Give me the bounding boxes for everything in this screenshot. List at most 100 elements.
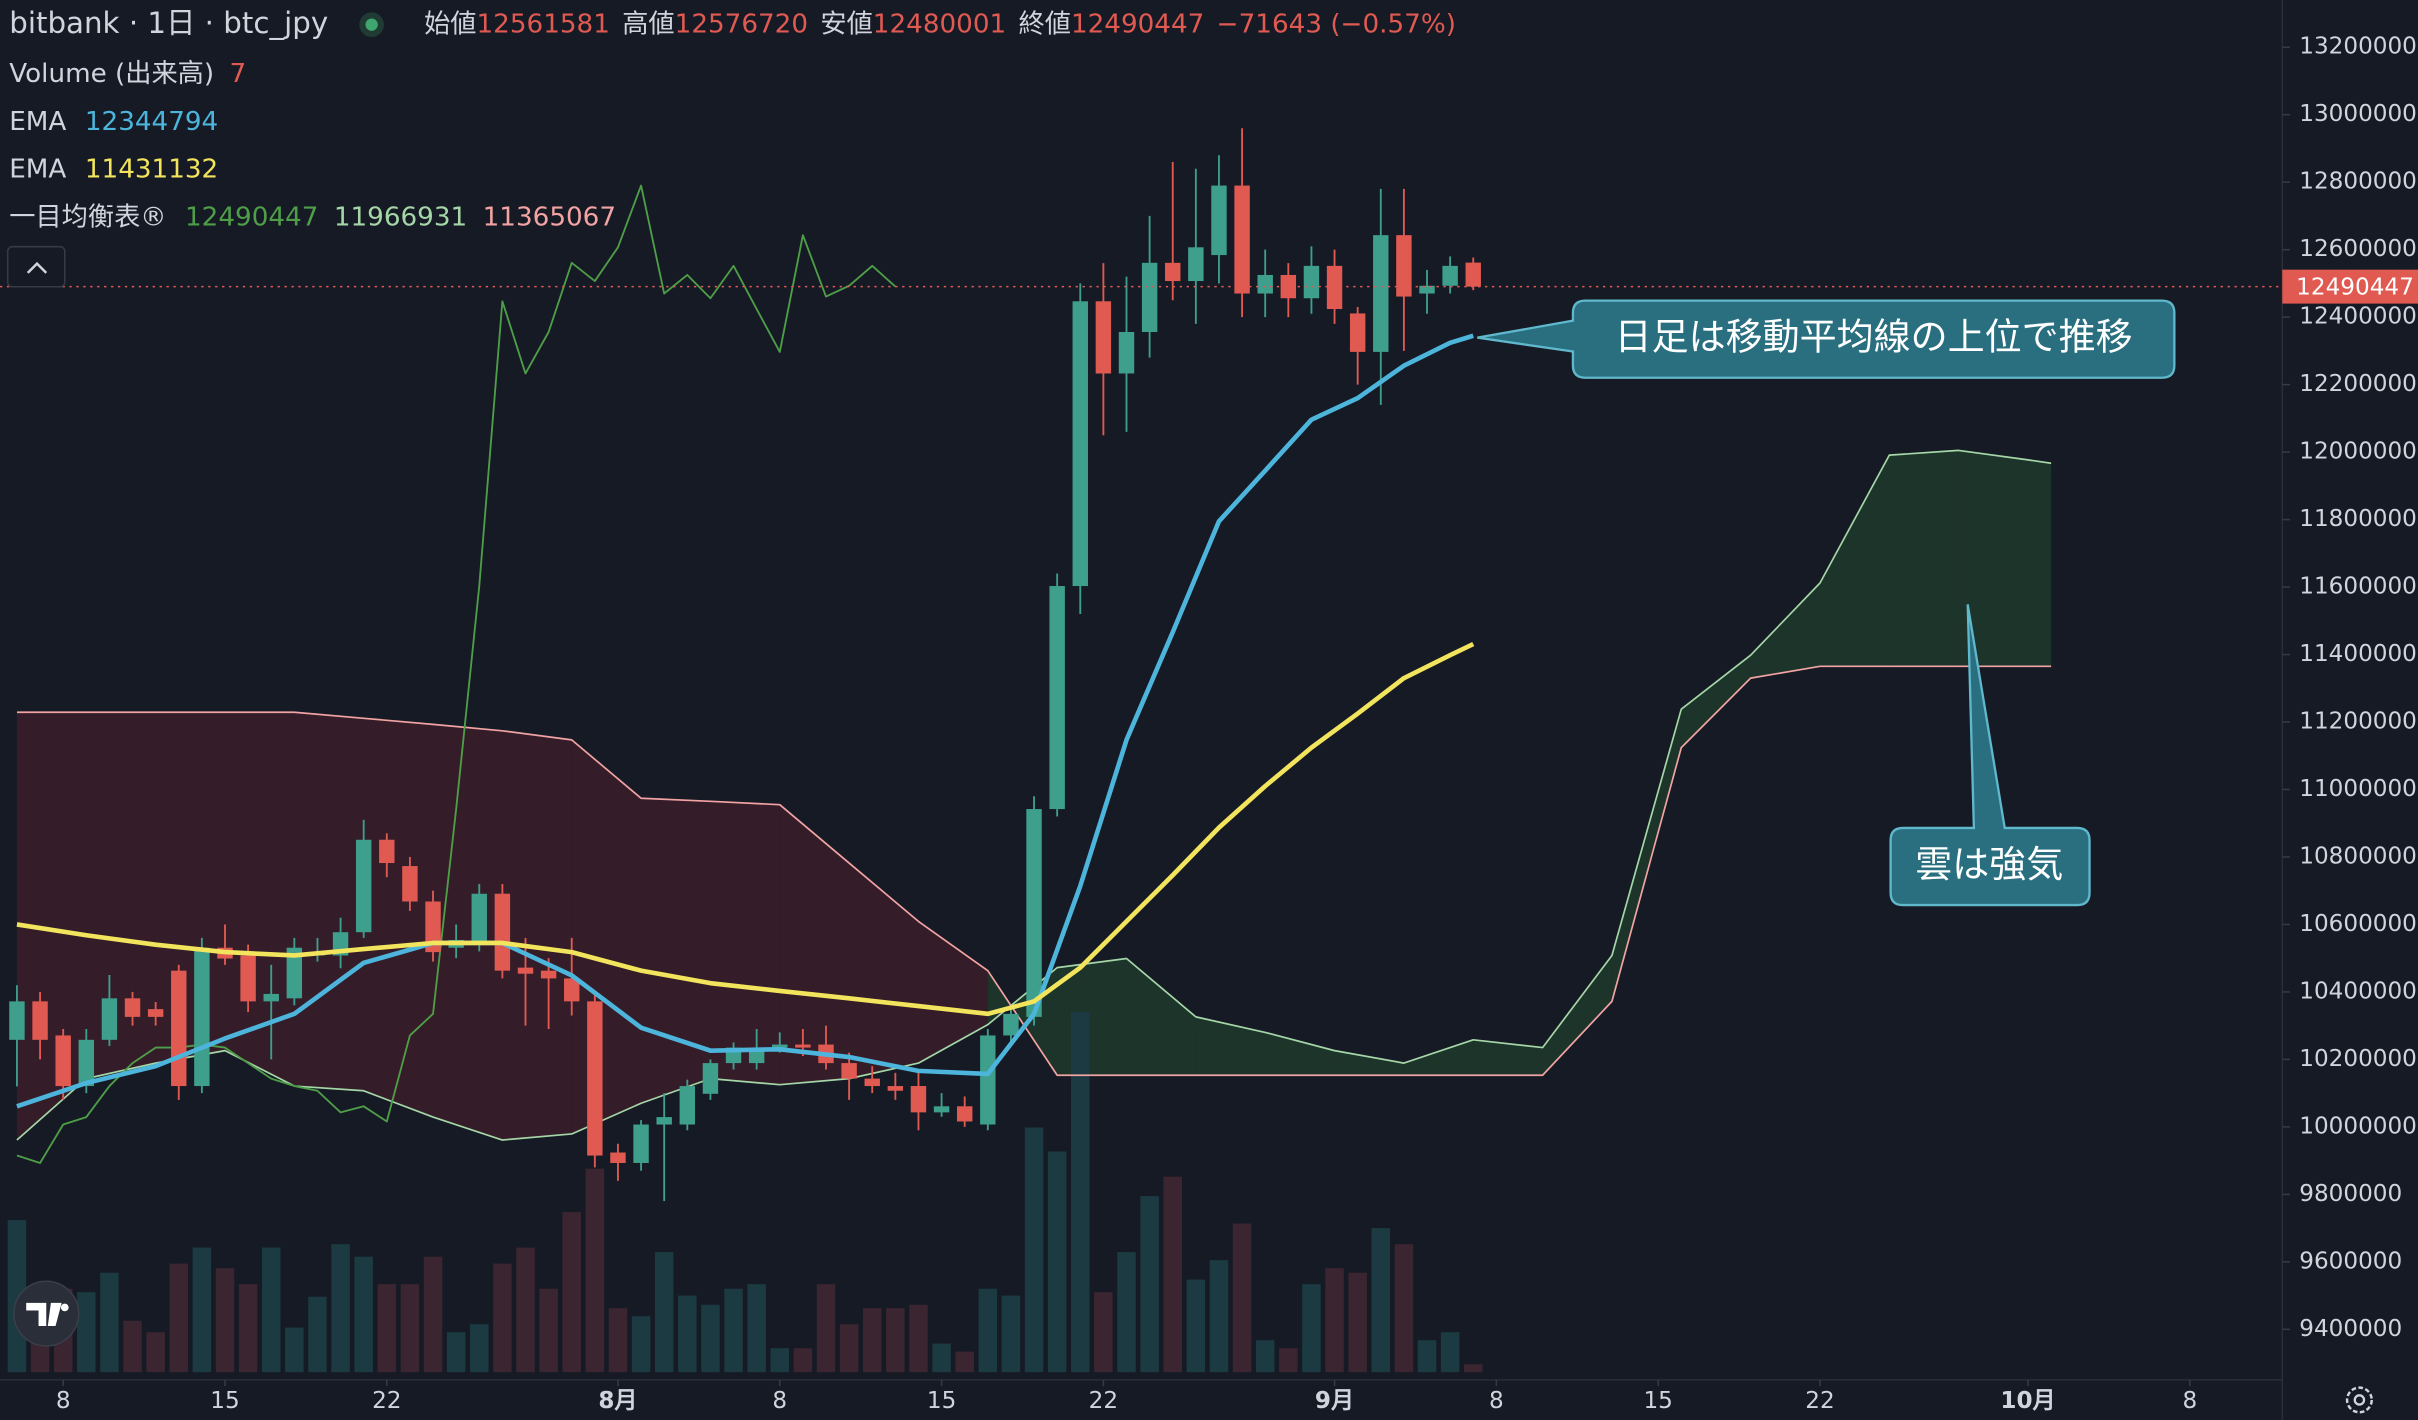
candle-body xyxy=(610,1152,626,1163)
candle-body xyxy=(1396,235,1412,297)
y-tick-label: 13000000 xyxy=(2299,101,2417,127)
legend-name: 一目均衡表® xyxy=(9,202,166,232)
candle-body xyxy=(1188,247,1204,282)
candle-body xyxy=(633,1124,649,1163)
ema-line xyxy=(16,333,1474,1109)
cloud-segment xyxy=(1958,450,2029,667)
volume-bar xyxy=(608,1308,628,1373)
x-tick-label: 22 xyxy=(1089,1388,1118,1414)
legend-name: EMA xyxy=(9,106,66,136)
y-tick-label: 9800000 xyxy=(2299,1181,2402,1207)
y-tick-label: 12400000 xyxy=(2299,304,2417,330)
settings-button[interactable] xyxy=(2345,1386,2373,1414)
x-tick-label: 8 xyxy=(2182,1388,2197,1414)
volume-bar xyxy=(1186,1279,1206,1373)
candle-body xyxy=(980,1035,996,1125)
last-price-box xyxy=(2282,269,2418,304)
candle-body xyxy=(1026,809,1042,1017)
candle-body xyxy=(425,901,441,953)
volume-bar xyxy=(238,1284,258,1373)
y-tick-label: 11600000 xyxy=(2299,574,2417,600)
collapse-button-box[interactable] xyxy=(6,245,66,288)
y-tick-label: 12200000 xyxy=(2299,371,2417,397)
callout-box xyxy=(1477,299,2176,379)
y-tick-label: 10800000 xyxy=(2299,843,2417,869)
logo-dot[interactable] xyxy=(60,1303,69,1312)
candle-body xyxy=(864,1078,880,1087)
volume-bar xyxy=(585,1168,605,1373)
candle-body xyxy=(1234,185,1250,294)
ohlc-label: 始値 xyxy=(424,9,476,39)
ohlc-label: 安値 xyxy=(820,9,872,39)
legend-value: 12344794 xyxy=(85,106,218,136)
gear-outer[interactable] xyxy=(2345,1386,2373,1414)
x-tick-label: 22 xyxy=(1805,1388,1834,1414)
volume-bar xyxy=(909,1304,928,1373)
x-tick-label: 8 xyxy=(56,1388,71,1414)
volume-bar xyxy=(423,1256,443,1373)
candle-body xyxy=(1442,265,1458,286)
ema-legend: EMA 12344794 xyxy=(9,106,218,136)
ohlc-label: 高値 xyxy=(622,9,674,39)
candle-body xyxy=(1257,274,1273,294)
candle-body xyxy=(240,955,256,1002)
candle-body xyxy=(147,1009,164,1017)
y-tick-label: 9600000 xyxy=(2299,1248,2402,1274)
candle-body xyxy=(1003,1013,1019,1036)
cloud-segment xyxy=(155,712,225,1064)
candle-body xyxy=(171,970,187,1087)
candle-body xyxy=(379,839,395,864)
cloud-segment xyxy=(710,801,780,1085)
lagging-line xyxy=(16,184,896,1164)
volume-bar xyxy=(1440,1332,1460,1373)
candle-body xyxy=(78,1039,95,1087)
ema-line xyxy=(16,641,1475,1017)
candle-body xyxy=(656,1117,672,1125)
candle-body xyxy=(194,947,210,1087)
candle-body xyxy=(1118,331,1135,374)
x-tick-label: 15 xyxy=(210,1388,239,1414)
candle-body xyxy=(263,993,279,1002)
volume-bar xyxy=(1348,1272,1367,1373)
candle-body xyxy=(1373,235,1389,352)
volume-bar xyxy=(1209,1260,1229,1373)
volume-bar xyxy=(1163,1176,1182,1373)
volume-bar xyxy=(1001,1295,1021,1373)
candle-body xyxy=(517,967,534,974)
legend-value: 12490447 xyxy=(185,202,318,232)
candle-body xyxy=(1049,586,1065,810)
volume-bar xyxy=(886,1308,905,1373)
legend-name: EMA xyxy=(9,154,66,184)
gear-inner[interactable] xyxy=(2353,1394,2366,1406)
volume-bar xyxy=(146,1332,165,1373)
x-tick-label: 15 xyxy=(927,1388,956,1414)
x-tick-label: 10月 xyxy=(2000,1388,2055,1414)
collapse-button[interactable] xyxy=(6,245,66,288)
volume-bar xyxy=(1302,1284,1321,1373)
ohlc-row: 始値12561581 高値12576720 安値12480001 終値12490447… xyxy=(424,9,1456,39)
collapse-icon[interactable] xyxy=(26,261,48,274)
candle-body xyxy=(402,866,418,902)
cloud-segment xyxy=(1195,1016,1266,1076)
tradingview-logo[interactable] xyxy=(13,1280,80,1347)
volume-bar xyxy=(1047,1151,1067,1373)
volume-bar xyxy=(77,1292,96,1373)
logo-mark[interactable] xyxy=(26,1302,62,1326)
cloud-segment xyxy=(641,798,711,1104)
candle-body xyxy=(587,1001,603,1156)
cloud-segment xyxy=(294,712,364,1091)
volume-bar xyxy=(123,1320,142,1373)
cloud-segment xyxy=(1265,1032,1335,1076)
candle-body xyxy=(1211,185,1227,256)
candle-body xyxy=(286,947,303,999)
y-tick-label: 11200000 xyxy=(2299,709,2417,735)
cloud-segment xyxy=(918,921,988,1064)
candle-body xyxy=(471,893,487,943)
y-tick-label: 11800000 xyxy=(2299,506,2417,532)
volume-bar xyxy=(354,1256,373,1373)
callout-text: 日足は移動平均線の上位で推移 xyxy=(1615,316,2133,359)
y-tick-label: 10600000 xyxy=(2299,911,2417,937)
volume-legend: Volume (出来高) 7 xyxy=(9,59,246,89)
cloud-segment xyxy=(1889,450,1959,667)
candle-body xyxy=(887,1086,904,1091)
